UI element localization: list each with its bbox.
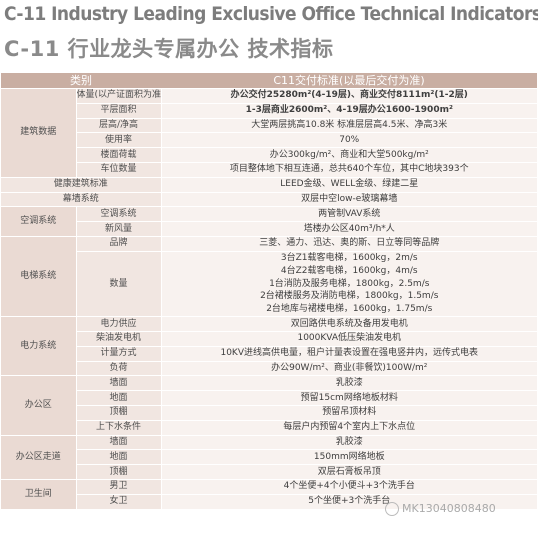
row-value: 乳胶漆 xyxy=(161,375,537,392)
category-ac: 空调系统 xyxy=(1,206,77,237)
elevator-line: 3台Z1载客电梯，1600kg，2m/s xyxy=(280,252,418,263)
category-green-building: 健康建筑标准 xyxy=(1,177,162,193)
table-row: 地面 预留15cm网络地板材料 xyxy=(1,390,537,407)
table-row: 平层面积 1-3层商业2600m²、4-19层办公1600-1900m² xyxy=(1,103,537,119)
table-row: 使用率 70% xyxy=(1,132,537,149)
elevator-line: 1台消防及服务电梯，1800kg，2.5m/s xyxy=(269,278,430,289)
table-row: 顶棚 双层石膏板吊顶 xyxy=(1,464,537,481)
table-row: 新风量 塔楼办公区40m³/h*人 xyxy=(1,221,537,237)
row-value: 办公300kg/m²、商业和大堂500kg/m² xyxy=(161,147,537,163)
table-row: 柴油发电机 1000KVA低压柴油发电机 xyxy=(1,331,537,347)
row-item: 墙面 xyxy=(76,375,162,392)
elevator-line: 2台裙楼服务及消防电梯，1800kg，1.5m/s xyxy=(260,291,439,302)
row-item: 车位数量 xyxy=(76,162,162,178)
row-value: 三菱、通力、迅达、奥的斯、日立等同等品牌 xyxy=(161,236,537,252)
row-item: 空调系统 xyxy=(76,206,162,223)
category-power: 电力系统 xyxy=(1,316,77,377)
table-row: 车位数量 项目整体地下相互连通，总共640个车位，其中C地块393个 xyxy=(1,162,537,178)
row-value-multiline: 3台Z1载客电梯，1600kg，2m/s 4台Z2载客电梯，1600kg，4m/… xyxy=(161,251,537,318)
spec-table: 类别 C11交付标准(以最后交付为准) 建筑数据 体量(以产证面积为准) 办公交… xyxy=(1,73,537,510)
table-row: 空调系统 空调系统 两管制VAV系统 xyxy=(1,206,537,237)
table-row: 计量方式 10KV进线高供电量，租户计量表设置在强电竖井内，远传式电表 xyxy=(1,346,537,362)
row-value: 办公交付25280m²(4-19层)、商业交付8111m²(1-2层) xyxy=(161,88,537,104)
table-row: 数量 3台Z1载客电梯，1600kg，2m/s 4台Z2载客电梯，1600kg，… xyxy=(1,251,537,318)
row-value: 预留15cm网络地板材料 xyxy=(161,390,537,407)
table-row: 办公区 墙面 乳胶漆 xyxy=(1,375,537,436)
table-row: 地面 150mm网络地板 xyxy=(1,449,537,466)
table-row: 幕墙系统 双层中空low-e玻璃幕墙 xyxy=(1,192,537,208)
category-toilet: 卫生间 xyxy=(1,479,77,510)
table-row: 建筑数据 体量(以产证面积为准) 办公交付25280m²(4-19层)、商业交付… xyxy=(1,88,537,178)
table-row: 卫生间 男卫 4个坐便+4个小便斗+3个洗手台 xyxy=(1,479,537,510)
table-row: 电力系统 电力供应 双回路供电系统及备用发电机 xyxy=(1,316,537,377)
row-value: 塔楼办公区40m³/h*人 xyxy=(161,221,537,237)
row-item: 女卫 xyxy=(76,494,162,510)
row-item: 男卫 xyxy=(76,479,162,495)
table-row: 顶棚 预留吊顶材料 xyxy=(1,405,537,421)
table-row: 女卫 5个坐便+3个洗手台 xyxy=(1,494,537,510)
row-item: 上下水条件 xyxy=(76,420,162,436)
row-value: 乳胶漆 xyxy=(161,435,537,451)
row-value: 项目整体地下相互连通，总共640个车位，其中C地块393个 xyxy=(161,162,537,178)
row-item: 品牌 xyxy=(76,236,162,252)
row-value: 10KV进线高供电量，租户计量表设置在强电竖井内，远传式电表 xyxy=(161,346,537,362)
table-row: 办公区走道 墙面 乳胶漆 xyxy=(1,435,537,481)
row-value: 70% xyxy=(161,132,537,149)
table-row: 负荷 办公90W/m²、商业(非餐饮)100W/m² xyxy=(1,361,537,377)
row-item: 楼面荷载 xyxy=(76,147,162,163)
header-category: 类别 xyxy=(1,73,161,89)
row-value: 1000KVA低压柴油发电机 xyxy=(161,331,537,347)
row-item: 使用率 xyxy=(76,132,162,149)
row-item: 平层面积 xyxy=(76,103,162,119)
table-row: 电梯系统 品牌 三菱、通力、迅达、奥的斯、日立等同等品牌 xyxy=(1,236,537,318)
watermark-text: MK13040808480 xyxy=(402,502,496,515)
row-item: 体量(以产证面积为准) xyxy=(76,88,162,104)
row-item: 负荷 xyxy=(76,361,162,377)
category-corridor: 办公区走道 xyxy=(1,435,77,481)
row-value: 办公90W/m²、商业(非餐饮)100W/m² xyxy=(161,361,537,377)
row-value: 4个坐便+4个小便斗+3个洗手台 xyxy=(161,479,537,495)
row-value: 每层户内预留4个室内上下水点位 xyxy=(161,420,537,436)
category-curtain-wall: 幕墙系统 xyxy=(1,192,162,208)
table-row: 上下水条件 每层户内预留4个室内上下水点位 xyxy=(1,420,537,436)
row-value: 预留吊顶材料 xyxy=(161,405,537,421)
table-row: 健康建筑标准 LEED金级、WELL金级、绿建二星 xyxy=(1,177,537,193)
row-item: 柴油发电机 xyxy=(76,331,162,347)
row-item: 新风量 xyxy=(76,221,162,237)
row-item: 电力供应 xyxy=(76,316,162,333)
table-row: 楼面荷载 办公300kg/m²、商业和大堂500kg/m² xyxy=(1,147,537,163)
row-value: 大堂两层挑高10.8米 标准层层高4.5米、净高3米 xyxy=(161,118,537,134)
row-value: 1-3层商业2600m²、4-19层办公1600-1900m² xyxy=(161,103,537,119)
row-value: 双层石膏板吊顶 xyxy=(161,464,537,481)
row-value: 双层中空low-e玻璃幕墙 xyxy=(161,192,537,208)
row-value: 150mm网络地板 xyxy=(161,449,537,466)
table-row: 层高/净高 大堂两层挑高10.8米 标准层层高4.5米、净高3米 xyxy=(1,118,537,134)
header-standard: C11交付标准(以最后交付为准) xyxy=(161,73,537,89)
elevator-line: 2台地库与裙楼电梯，1600kg，1.75m/s xyxy=(266,304,433,315)
row-item: 地面 xyxy=(76,449,162,466)
table-header-row: 类别 C11交付标准(以最后交付为准) xyxy=(1,73,537,89)
row-value: 5个坐便+3个洗手台 xyxy=(161,494,537,510)
row-item: 地面 xyxy=(76,390,162,407)
row-value: 双回路供电系统及备用发电机 xyxy=(161,316,537,333)
row-item: 顶棚 xyxy=(76,405,162,421)
title-chinese: C-11 行业龙头专属办公 技术指标 xyxy=(4,37,334,61)
row-item: 顶棚 xyxy=(76,464,162,481)
row-value: LEED金级、WELL金级、绿建二星 xyxy=(161,177,537,193)
elevator-line: 4台Z2载客电梯，1600kg，4m/s xyxy=(280,265,418,276)
row-item: 墙面 xyxy=(76,435,162,451)
category-building: 建筑数据 xyxy=(1,88,77,178)
row-item: 计量方式 xyxy=(76,346,162,362)
category-elevator: 电梯系统 xyxy=(1,236,77,318)
watermark-icon xyxy=(385,502,399,516)
title-english: C-11 Industry Leading Exclusive Office T… xyxy=(4,3,538,25)
category-office: 办公区 xyxy=(1,375,77,436)
row-value: 两管制VAV系统 xyxy=(161,206,537,223)
row-item: 数量 xyxy=(76,251,162,318)
row-item: 层高/净高 xyxy=(76,118,162,134)
